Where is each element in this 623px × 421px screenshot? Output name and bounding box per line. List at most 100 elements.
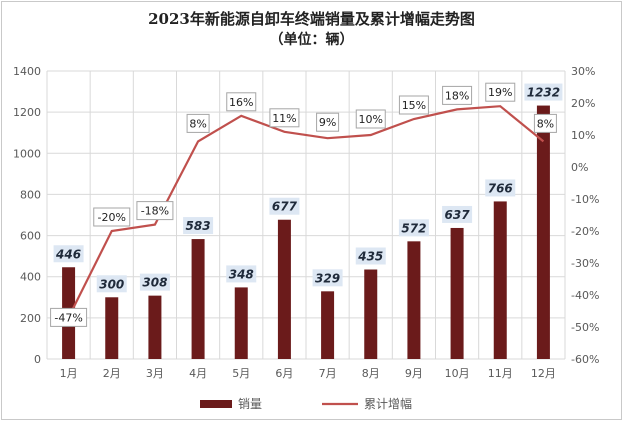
- pct-label-box: [398, 95, 429, 115]
- bar-value-label: 677: [272, 200, 298, 214]
- bar-value-label: 572: [401, 221, 426, 235]
- x-tick-label: 2月: [103, 367, 121, 380]
- right-tick-label: -50%: [571, 321, 599, 334]
- pct-label-box: [226, 92, 257, 112]
- x-tick-label: 4月: [189, 367, 207, 380]
- pct-label-box: [355, 109, 386, 129]
- left-tick-label: 400: [20, 271, 41, 284]
- x-tick-label: 1月: [60, 367, 78, 380]
- grid-lines: [46, 70, 566, 360]
- chart-subtitle: （单位：辆）: [269, 32, 354, 48]
- pct-label-box: [50, 307, 88, 327]
- left-tick-label: 600: [20, 230, 41, 243]
- right-tick-label: 20%: [571, 97, 595, 110]
- legend-label-bar: 销量: [238, 397, 262, 411]
- bar-label-bg: [524, 83, 563, 101]
- right-tick-label: 30%: [571, 65, 595, 78]
- x-tick-label: 12月: [531, 367, 556, 380]
- pct-value-label: -20%: [98, 211, 126, 224]
- bar-label-bg: [355, 247, 386, 265]
- bar-value-label: 1232: [527, 86, 560, 100]
- bar-label-bg: [183, 217, 214, 235]
- left-tick-label: 1200: [13, 106, 41, 119]
- left-tick-label: 0: [34, 353, 41, 366]
- bar-label-bg: [226, 265, 257, 283]
- pct-value-label: 9%: [319, 116, 336, 129]
- pct-value-label: 15%: [402, 99, 426, 112]
- left-tick-label: 1400: [13, 65, 41, 78]
- x-tick-label: 6月: [275, 367, 293, 380]
- left-tick-label: 200: [20, 312, 41, 325]
- pct-value-label: 8%: [189, 117, 206, 130]
- x-axis: 1月 2月 3月 4月 5月 6月 7月 8月 9月 10月 11月 12月: [60, 367, 556, 380]
- left-tick-label: 800: [20, 188, 41, 201]
- bar-label-bg: [53, 245, 84, 263]
- x-tick-label: 3月: [146, 367, 164, 380]
- bar-label-bg: [442, 205, 473, 223]
- legend: 销量 累计增幅: [200, 396, 412, 411]
- right-tick-label: -10%: [571, 193, 599, 206]
- bar-labels: 446 300 308 583 348 677 329 435 572 637 766 1232: [53, 83, 563, 293]
- bar: [407, 241, 421, 359]
- bar: [191, 239, 205, 359]
- pct-value-label: 11%: [272, 112, 296, 125]
- legend-label-line: 累计增幅: [364, 396, 412, 411]
- bar-value-label: 308: [142, 276, 167, 290]
- bar-label-bg: [139, 273, 170, 291]
- right-tick-label: -60%: [571, 353, 599, 366]
- line-path: [67, 105, 545, 318]
- pct-value-label: 10%: [359, 113, 383, 126]
- right-tick-label: -30%: [571, 257, 599, 270]
- pct-value-label: 8%: [537, 117, 554, 130]
- left-tick-label: 1000: [13, 147, 41, 160]
- bar: [234, 287, 248, 359]
- pct-value-label: 16%: [229, 96, 253, 109]
- bar-value-label: 329: [315, 271, 340, 285]
- chart-title: 2023年新能源自卸车终端销量及累计增幅走势图: [148, 10, 475, 28]
- bar-value-label: 300: [99, 277, 124, 291]
- bar-label-bg: [312, 269, 343, 287]
- bar: [364, 269, 378, 359]
- x-tick-label: 8月: [362, 367, 380, 380]
- pct-label-box: [93, 207, 131, 227]
- x-tick-label: 10月: [445, 367, 470, 380]
- bar: [321, 291, 335, 359]
- pct-label-box: [442, 85, 473, 105]
- bar-value-label: 435: [357, 250, 383, 264]
- x-tick-label: 11月: [488, 367, 513, 380]
- bar-label-bg: [485, 179, 516, 197]
- legend-swatch-bar: [200, 400, 232, 408]
- bar-value-label: 583: [186, 219, 211, 233]
- right-tick-label: 0%: [571, 161, 588, 174]
- left-axis: 0 200 400 600 800 1000 1200 1400: [13, 65, 41, 366]
- bar: [536, 105, 550, 359]
- pct-label-box: [186, 113, 210, 133]
- pct-value-label: -18%: [141, 205, 169, 218]
- pct-value-label: 19%: [488, 86, 512, 99]
- pct-label-box: [269, 108, 300, 128]
- bar: [493, 201, 507, 359]
- right-tick-label: -40%: [571, 289, 599, 302]
- bar-label-bg: [398, 219, 429, 237]
- bar-value-label: 348: [229, 267, 254, 281]
- x-tick-label: 7月: [319, 367, 337, 380]
- bar: [105, 297, 119, 359]
- pct-value-label: 18%: [445, 89, 469, 102]
- bar: [450, 227, 464, 359]
- bar-label-bg: [269, 197, 300, 215]
- right-tick-label: -20%: [571, 225, 599, 238]
- pct-label-box: [316, 112, 340, 132]
- x-tick-label: 5月: [232, 367, 250, 380]
- pct-label-box: [485, 82, 516, 102]
- bar-value-label: 766: [488, 181, 513, 195]
- line-series: [67, 105, 545, 318]
- pct-labels: -47% -20% -18% 8% 16% 11% 9% 10% 15% 18% 19% 8%: [50, 82, 557, 327]
- pct-value-label: -47%: [54, 311, 82, 324]
- right-tick-label: 10%: [571, 129, 595, 142]
- x-tick-label: 9月: [405, 367, 423, 380]
- pct-label-box: [136, 201, 174, 221]
- bar: [277, 219, 291, 359]
- right-axis: -60% -50% -40% -30% -20% -10% 0% 10% 20% 30%: [571, 65, 599, 366]
- bar-value-label: 446: [55, 247, 81, 261]
